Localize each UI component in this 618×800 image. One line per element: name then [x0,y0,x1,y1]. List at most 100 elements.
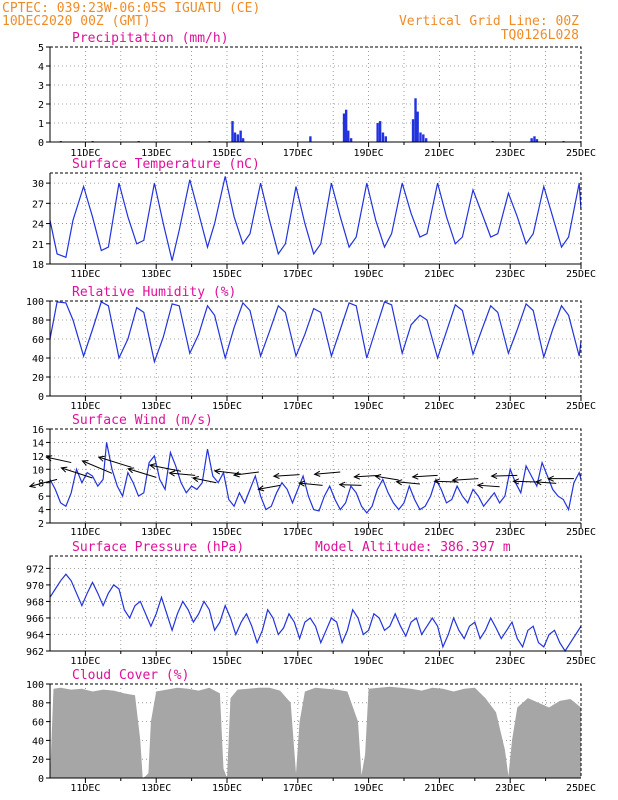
wind-vector-head [374,474,382,481]
precipitation-bar [533,136,536,142]
wind-vector-head [547,475,554,482]
temperature-line [49,176,582,261]
humidity-date-label: 25DEC [566,401,596,412]
wind-vector-head [313,470,321,477]
wind-vector [490,472,518,480]
wind-vector-head [191,476,200,483]
wind-vector [433,478,458,485]
wind-vector-shaft [128,468,157,478]
pressure-date-label: 23DEC [495,656,525,667]
cloud-area [50,686,581,778]
wind-vector-head [534,479,542,486]
temperature-date-label: 19DEC [354,269,384,280]
date-label: 23DEC [495,148,525,159]
wind-vector-head [353,473,361,480]
wind-vector [395,479,420,486]
wind-vector-shaft [273,474,300,477]
cloud-title: Cloud Cover (%) [72,668,189,683]
wind-vector [97,455,132,468]
date-label: 11DEC [70,148,100,159]
humidity-date-label: 19DEC [354,401,384,412]
precipitation-ytick-label: 5 [38,43,44,54]
wind-vector-shaft [354,474,380,478]
precipitation-bar [422,134,425,142]
precipitation-bar [530,138,533,142]
wind-vector-shaft [396,481,420,485]
date-label: 13DEC [141,148,171,159]
pressure-ytick-label: 964 [26,630,44,641]
cloud-date-label: 21DEC [424,783,454,794]
wind-vector [81,460,113,474]
wind-panel: Surface Wind (m/s) 2 4 6 8 10 12 14 16 [28,413,582,530]
wind-vector-shaft [434,480,458,483]
humidity-date-label: 23DEC [495,401,525,412]
cloud-ytick-label: 80 [32,699,44,710]
cloud-ytick-label: 0 [38,774,44,785]
temperature-ytick-label: 18 [32,260,44,271]
pressure-date-label: 17DEC [283,656,313,667]
humidity-ytick-label: 60 [32,335,44,346]
wind-vector-head [451,476,459,483]
wind-vector-head [257,485,265,492]
model-id: TQ0126L028 [501,28,579,43]
cloud-date-label: 11DEC [70,783,100,794]
precipitation-bar [309,136,312,142]
temperature-ytick-label: 21 [32,240,44,251]
pressure-date-label: 21DEC [424,656,454,667]
humidity-date-label: 11DEC [70,401,100,412]
pressure-frame [49,555,582,652]
precipitation-ytick-label: 1 [38,119,44,130]
wind-vector [534,479,557,486]
wind-vector-shaft [258,484,281,490]
date-label: 25DEC [566,527,596,538]
humidity-date-label: 21DEC [424,401,454,412]
wind-vector-head [81,460,89,466]
cloud-ytick-label: 20 [32,755,44,766]
wind-vector [313,470,341,477]
wind-title: Surface Wind (m/s) [72,413,213,428]
wind-vector [257,484,281,492]
pressure-panel: Surface Pressure (hPa) 962 964 966 968 970 972… [26,540,596,667]
wind-vector-shaft [491,474,518,477]
date-label: 15DEC [212,148,242,159]
temperature-date-label: 23DEC [495,269,525,280]
cloud-date-label: 19DEC [354,783,384,794]
wind-vector [338,481,362,488]
date-label: 13DEC [141,527,171,538]
humidity-ytick-label: 0 [38,392,44,403]
pressure-date-label: 13DEC [141,656,171,667]
precipitation-bar [419,132,422,142]
temperature-date-label: 17DEC [283,269,313,280]
precipitation-bar [347,130,350,142]
wind-vector-shaft [452,478,479,481]
humidity-ytick-label: 20 [32,373,44,384]
precipitation-title: Precipitation (mm/h) [72,31,229,46]
cloud-panel: Cloud Cover (%) 0 20 40 60 80 100 11DEC 13DEC 15D… [26,668,596,794]
date-label: 21DEC [424,527,454,538]
wind-vector [148,463,182,472]
wind-vector [298,480,323,487]
wind-vector-shaft [299,482,323,486]
wind-ytick-label: 4 [38,506,44,517]
pressure-ytick-label: 972 [26,564,44,575]
precipitation-frame [49,46,582,143]
temperature-panel: Surface Temperature (nC) 18 21 24 27 30 11DEC 1… [32,157,596,280]
wind-vector [353,473,380,480]
wind-vector-shaft [169,472,196,476]
wind-vector-head [148,463,156,470]
temperature-date-label: 13DEC [141,269,171,280]
wind-vector-shaft [149,464,182,472]
humidity-ytick-label: 80 [32,316,44,327]
cloud-date-label: 13DEC [141,783,171,794]
wind-vector-head [338,481,346,488]
wind-vector-head [476,482,484,489]
precipitation-bar [414,98,417,142]
humidity-ytick-label: 100 [26,297,44,308]
pressure-date-label: 25DEC [566,656,596,667]
wind-ytick-label: 14 [32,438,44,449]
pressure-date-label: 19DEC [354,656,384,667]
wind-ytick-label: 6 [38,492,44,503]
pressure-ytick-label: 968 [26,597,44,608]
humidity-panel: Relative Humidity (%) 0 20 40 60 80 100 11DEC 13… [26,285,596,412]
humidity-ytick-label: 40 [32,354,44,365]
